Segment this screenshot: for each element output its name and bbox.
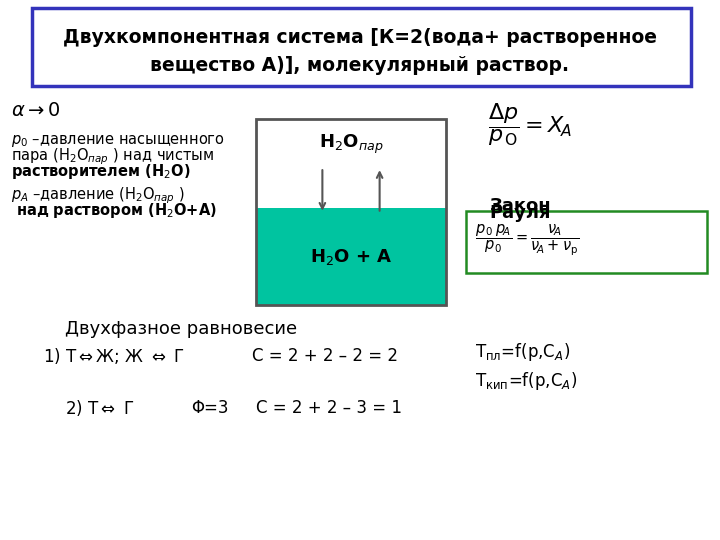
- Text: вещество А)], молекулярный раствор.: вещество А)], молекулярный раствор.: [150, 56, 570, 76]
- Text: растворителем (H$_2$O): растворителем (H$_2$O): [11, 162, 190, 181]
- Bar: [256, 119, 446, 208]
- FancyBboxPatch shape: [466, 211, 707, 273]
- Text: Рауля: Рауля: [490, 204, 551, 222]
- Text: T$_{\mathrm{кип}}$=f(p,C$_A$): T$_{\mathrm{кип}}$=f(p,C$_A$): [475, 370, 577, 392]
- Text: Φ=3: Φ=3: [191, 399, 228, 417]
- Text: Двухкомпонентная система [К=2(вода+ растворенное: Двухкомпонентная система [К=2(вода+ раст…: [63, 28, 657, 48]
- Text: Закон: Закон: [490, 197, 552, 215]
- Text: $\dfrac{p_{\,0}\,p_{\!A}}{p_{\,0}} = \dfrac{\nu_{\!A}}{\nu_{\!A}+\nu_{\mathrm{p}: $\dfrac{p_{\,0}\,p_{\!A}}{p_{\,0}} = \df…: [475, 222, 580, 258]
- Text: H$_2$O + A: H$_2$O + A: [310, 247, 392, 267]
- Bar: [256, 119, 446, 305]
- Bar: [256, 208, 446, 305]
- Text: пара (H$_2$O$_{пар}$ ) над чистым: пара (H$_2$O$_{пар}$ ) над чистым: [11, 146, 214, 167]
- Text: H$_2$O$_{пар}$: H$_2$O$_{пар}$: [319, 133, 383, 157]
- Text: $p_0$ –давление насыщенного: $p_0$ –давление насыщенного: [11, 133, 225, 150]
- Text: T$_{\mathrm{пл}}$=f(p,C$_A$): T$_{\mathrm{пл}}$=f(p,C$_A$): [475, 341, 570, 363]
- Text: $\dfrac{\Delta p}{p_{\,\mathrm{O}}} = X_{\!A}$: $\dfrac{\Delta p}{p_{\,\mathrm{O}}} = X_…: [488, 101, 572, 147]
- Text: С = 2 + 2 – 2 = 2: С = 2 + 2 – 2 = 2: [252, 347, 398, 366]
- Text: Двухфазное равновесие: Двухфазное равновесие: [65, 320, 297, 339]
- Text: 2) Т$\Leftrightarrow$ Г: 2) Т$\Leftrightarrow$ Г: [65, 397, 134, 418]
- Text: 1) Т$\Leftrightarrow$Ж; Ж $\Leftrightarrow$ Г: 1) Т$\Leftrightarrow$Ж; Ж $\Leftrightarr…: [43, 346, 185, 367]
- Text: С = 2 + 2 – 3 = 1: С = 2 + 2 – 3 = 1: [256, 399, 402, 417]
- Text: $\alpha\rightarrow 0$: $\alpha\rightarrow 0$: [11, 101, 60, 120]
- Text: $p_A$ –давление (H$_2$O$_{пар}$ ): $p_A$ –давление (H$_2$O$_{пар}$ ): [11, 185, 185, 206]
- FancyBboxPatch shape: [32, 8, 691, 86]
- Text: над раствором (H$_2$O+A): над раствором (H$_2$O+A): [11, 201, 217, 220]
